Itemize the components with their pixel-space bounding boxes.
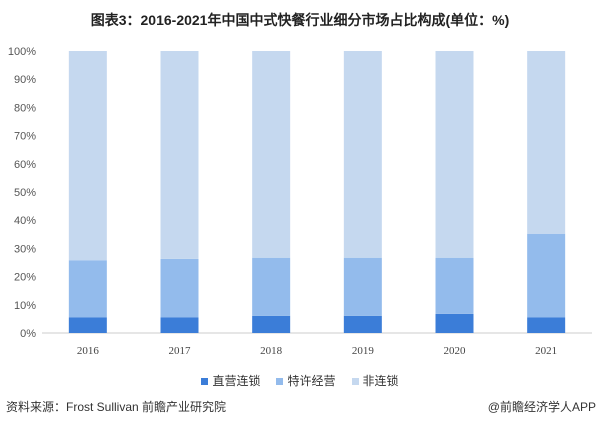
legend-item: 特许经营 (276, 372, 336, 389)
bar-segment-2019-2 (343, 51, 382, 258)
legend-swatch (351, 378, 359, 385)
bar-segment-2021-2 (527, 51, 566, 234)
y-tick-label: 50% (14, 187, 36, 199)
legend-swatch (276, 378, 284, 385)
legend-label: 特许经营 (287, 374, 336, 388)
bar-segment-2016-1 (68, 260, 107, 318)
y-tick-label: 80% (14, 102, 36, 114)
legend-item: 非连锁 (351, 372, 399, 389)
x-tick-label: 2016 (77, 345, 100, 357)
bar-segment-2020-0 (435, 313, 474, 333)
y-tick-label: 20% (14, 272, 36, 284)
y-tick-label: 70% (14, 131, 36, 143)
bar-segment-2017-1 (160, 258, 199, 318)
source-note: 资料来源：Frost Sullivan 前瞻产业研究院 (6, 400, 227, 414)
bar-segment-2017-2 (160, 51, 199, 259)
y-tick-label: 60% (14, 159, 36, 171)
y-tick-label: 0% (20, 328, 36, 340)
bar-segment-2017-0 (160, 317, 199, 333)
bar-segment-2016-0 (68, 317, 107, 333)
legend-label: 直营连锁 (212, 374, 261, 388)
legend: 直营连锁 特许经营 非连锁 (0, 372, 600, 389)
x-tick-label: 2020 (444, 345, 467, 357)
bar-segment-2021-1 (527, 233, 566, 318)
credit: @前瞻经济学人APP (487, 400, 596, 414)
x-tick-label: 2019 (352, 345, 375, 357)
bar-segment-2018-2 (252, 51, 291, 258)
y-tick-label: 90% (14, 74, 36, 86)
y-tick-label: 40% (14, 215, 36, 227)
bar-segment-2019-0 (343, 315, 382, 333)
bar-segment-2021-0 (527, 317, 566, 333)
x-tick-label: 2021 (535, 345, 557, 357)
legend-item: 直营连锁 (201, 372, 260, 389)
bar-segment-2018-0 (252, 315, 291, 333)
bar-segment-2020-1 (435, 257, 474, 314)
x-tick-label: 2017 (169, 345, 192, 357)
bar-segment-2016-2 (68, 51, 107, 261)
legend-label: 非连锁 (362, 374, 399, 388)
legend-swatch (201, 378, 209, 385)
y-tick-label: 100% (8, 46, 36, 58)
y-tick-label: 30% (14, 243, 36, 255)
x-tick-label: 2018 (260, 345, 283, 357)
bar-segment-2020-2 (435, 51, 474, 258)
chart-title: 图表3：2016-2021年中国中式快餐行业细分市场占比构成(单位：%) (90, 12, 510, 28)
y-tick-label: 10% (14, 300, 36, 312)
bar-segment-2018-1 (252, 257, 291, 316)
bar-segment-2019-1 (343, 257, 382, 316)
